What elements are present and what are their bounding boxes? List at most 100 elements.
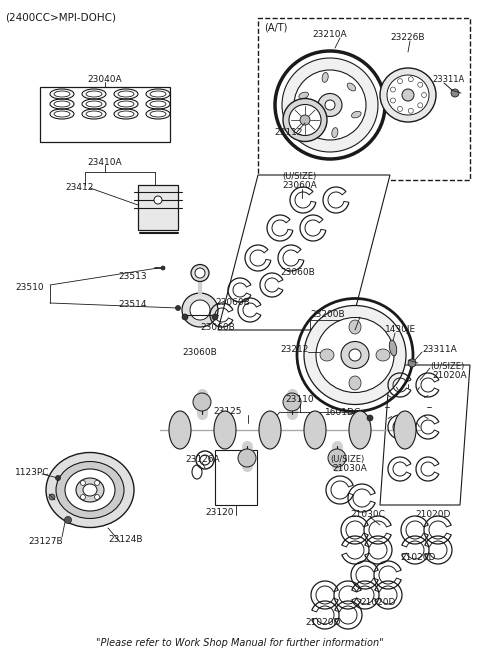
Ellipse shape [304,119,313,127]
Ellipse shape [322,73,328,83]
Text: (U/SIZE): (U/SIZE) [430,362,464,371]
Ellipse shape [95,495,99,500]
Ellipse shape [328,449,346,467]
Ellipse shape [289,105,321,136]
Ellipse shape [394,411,416,449]
Text: 23412: 23412 [65,183,94,192]
Ellipse shape [367,415,373,421]
Text: "Please refer to Work Shop Manual for further information": "Please refer to Work Shop Manual for fu… [96,638,384,648]
Ellipse shape [294,70,366,140]
Ellipse shape [150,111,166,117]
Text: 23510: 23510 [15,283,44,292]
Text: 21030A: 21030A [332,464,367,473]
Ellipse shape [81,480,85,485]
Text: 23040A: 23040A [88,75,122,84]
Ellipse shape [387,75,429,115]
Ellipse shape [81,495,85,500]
Ellipse shape [316,318,394,392]
Text: 23410A: 23410A [88,158,122,167]
Ellipse shape [86,101,102,107]
Ellipse shape [182,314,188,320]
Text: 21020D: 21020D [360,598,396,607]
Text: 23112: 23112 [274,128,302,137]
Ellipse shape [95,480,99,485]
Ellipse shape [349,411,371,449]
Text: 23125: 23125 [214,407,242,416]
Text: 21030C: 21030C [350,510,385,519]
Polygon shape [380,365,470,505]
Ellipse shape [182,293,218,327]
Ellipse shape [421,92,427,98]
Ellipse shape [176,305,180,310]
Ellipse shape [397,79,403,84]
Ellipse shape [118,111,134,117]
Ellipse shape [451,89,459,97]
Ellipse shape [349,376,361,390]
Text: 1601DG: 1601DG [325,408,362,417]
Ellipse shape [154,196,162,204]
Ellipse shape [83,484,97,496]
Ellipse shape [376,349,390,361]
Ellipse shape [389,340,396,356]
Ellipse shape [64,517,72,523]
Ellipse shape [150,101,166,107]
Ellipse shape [304,411,326,449]
Bar [258,18,470,180]
Text: 23311A: 23311A [432,75,464,84]
Ellipse shape [418,83,423,87]
Text: 23124B: 23124B [108,535,143,544]
Ellipse shape [282,58,378,152]
Ellipse shape [283,393,301,411]
Ellipse shape [351,111,361,118]
Ellipse shape [325,100,335,110]
Ellipse shape [402,89,414,101]
Bar [215,450,257,505]
Ellipse shape [56,476,60,481]
Ellipse shape [318,94,342,117]
Ellipse shape [86,91,102,97]
Ellipse shape [190,300,210,320]
Text: (U/SIZE): (U/SIZE) [330,455,364,464]
Ellipse shape [193,393,211,411]
Ellipse shape [408,108,413,113]
Text: 23226B: 23226B [390,33,424,42]
Ellipse shape [300,115,310,125]
Text: 21020A: 21020A [432,371,467,380]
Text: 23126A: 23126A [185,455,220,464]
Ellipse shape [76,478,104,502]
Ellipse shape [118,91,134,97]
Text: 21020D: 21020D [305,618,340,627]
Ellipse shape [408,359,416,367]
Ellipse shape [332,128,338,138]
Text: 23127B: 23127B [28,537,62,546]
Polygon shape [218,175,390,330]
Text: 23060A: 23060A [282,181,317,190]
Ellipse shape [349,320,361,334]
Ellipse shape [390,87,396,92]
Text: 23060B: 23060B [182,348,217,357]
Ellipse shape [214,411,236,449]
Text: 23311A: 23311A [422,345,457,354]
Text: 23110: 23110 [286,395,314,404]
Ellipse shape [191,265,209,282]
Ellipse shape [283,98,327,141]
Text: 23513: 23513 [118,272,146,281]
Ellipse shape [238,449,256,467]
Ellipse shape [380,68,436,122]
Ellipse shape [150,91,166,97]
Ellipse shape [349,349,361,361]
Text: 23060B: 23060B [280,268,315,277]
Ellipse shape [86,111,102,117]
Ellipse shape [299,92,309,99]
Ellipse shape [56,462,124,519]
Ellipse shape [408,77,413,82]
Text: (A/T): (A/T) [264,22,288,32]
Ellipse shape [390,98,396,103]
Text: 23200B: 23200B [310,310,345,319]
Ellipse shape [46,453,134,527]
Text: 1430JE: 1430JE [385,325,416,334]
Text: 23120: 23120 [206,508,234,517]
Ellipse shape [118,101,134,107]
Ellipse shape [397,106,403,111]
Ellipse shape [54,101,70,107]
